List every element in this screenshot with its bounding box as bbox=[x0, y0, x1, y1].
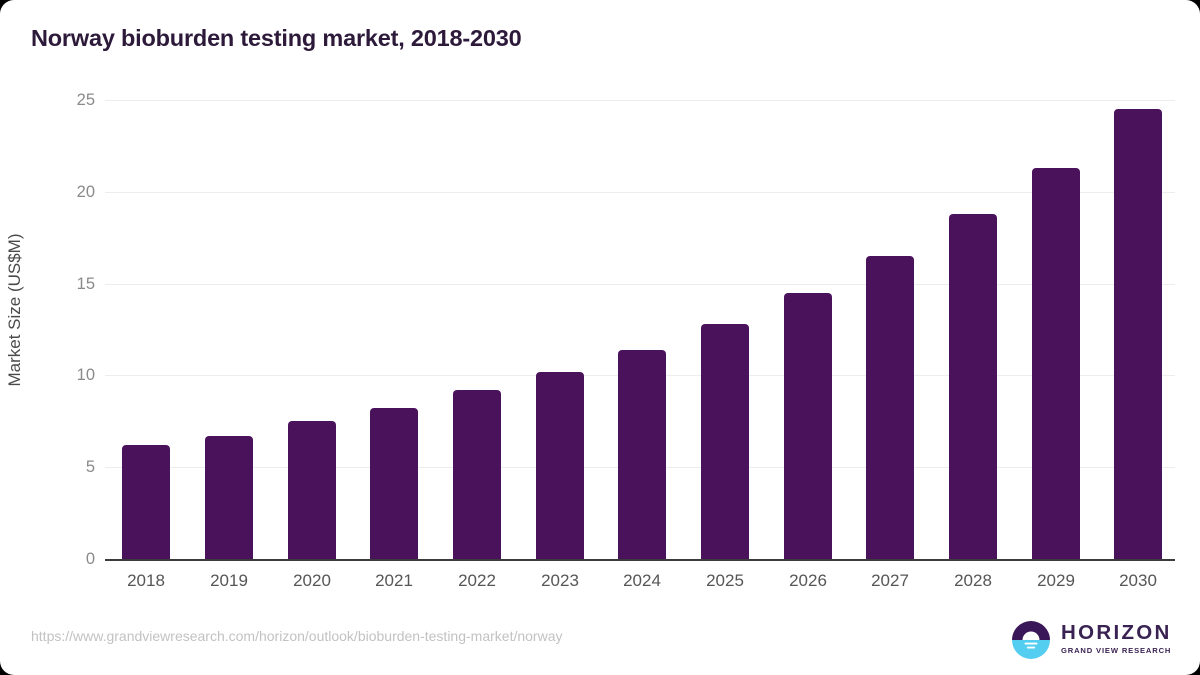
bar-2027[interactable] bbox=[866, 256, 914, 559]
bar-2029[interactable] bbox=[1032, 167, 1080, 559]
logo-text-block: HORIZON GRAND VIEW RESEARCH bbox=[1061, 621, 1173, 655]
x-tick-2023: 2023 bbox=[541, 571, 579, 590]
y-axis-title: Market Size (US$M) bbox=[5, 233, 24, 387]
plot-area bbox=[105, 100, 1175, 559]
bar-2019[interactable] bbox=[205, 436, 253, 559]
bar-2025[interactable] bbox=[701, 324, 749, 559]
page-title: Norway bioburden testing market, 2018-20… bbox=[31, 25, 522, 51]
bar-2026[interactable] bbox=[784, 292, 832, 559]
horizon-sun-circle-icon bbox=[1011, 620, 1051, 660]
x-axis-line bbox=[105, 559, 1175, 561]
y-tick-20: 20 bbox=[76, 182, 95, 201]
y-tick-0: 0 bbox=[85, 550, 95, 568]
bar-2021[interactable] bbox=[370, 408, 418, 559]
x-tick-2024: 2024 bbox=[623, 571, 661, 590]
x-tick-2019: 2019 bbox=[210, 571, 248, 590]
bar-2018[interactable] bbox=[122, 445, 170, 559]
y-tick-25: 25 bbox=[76, 91, 95, 109]
gridline-25 bbox=[105, 100, 1175, 101]
x-tick-2020: 2020 bbox=[293, 571, 331, 590]
logo-name: HORIZON bbox=[1061, 621, 1172, 644]
x-tick-2026: 2026 bbox=[789, 571, 827, 590]
y-tick-15: 15 bbox=[76, 274, 95, 293]
x-tick-2022: 2022 bbox=[458, 571, 496, 590]
bar-2024[interactable] bbox=[618, 349, 666, 559]
gridline-15 bbox=[105, 283, 1175, 285]
bar-2030[interactable] bbox=[1114, 109, 1162, 559]
logo-tagline: GRAND VIEW RESEARCH bbox=[1061, 645, 1172, 655]
bar-2020[interactable] bbox=[288, 421, 336, 559]
horizon-logo[interactable]: HORIZON GRAND VIEW RESEARCH bbox=[1011, 618, 1171, 662]
source-url[interactable]: https://www.grandviewresearch.com/horizo… bbox=[31, 628, 563, 644]
x-tick-2025: 2025 bbox=[706, 571, 744, 590]
gridline-20 bbox=[105, 191, 1175, 193]
bar-2022[interactable] bbox=[453, 390, 501, 559]
bar-2023[interactable] bbox=[536, 371, 584, 559]
x-tick-2018: 2018 bbox=[127, 571, 165, 590]
x-tick-2021: 2021 bbox=[375, 571, 413, 590]
bar-2028[interactable] bbox=[949, 213, 997, 559]
y-tick-5: 5 bbox=[85, 458, 95, 477]
x-tick-2029: 2029 bbox=[1037, 571, 1075, 590]
y-tick-10: 10 bbox=[76, 366, 95, 385]
x-tick-2030: 2030 bbox=[1119, 571, 1157, 590]
x-tick-2028: 2028 bbox=[954, 571, 992, 590]
x-tick-2027: 2027 bbox=[871, 571, 909, 590]
